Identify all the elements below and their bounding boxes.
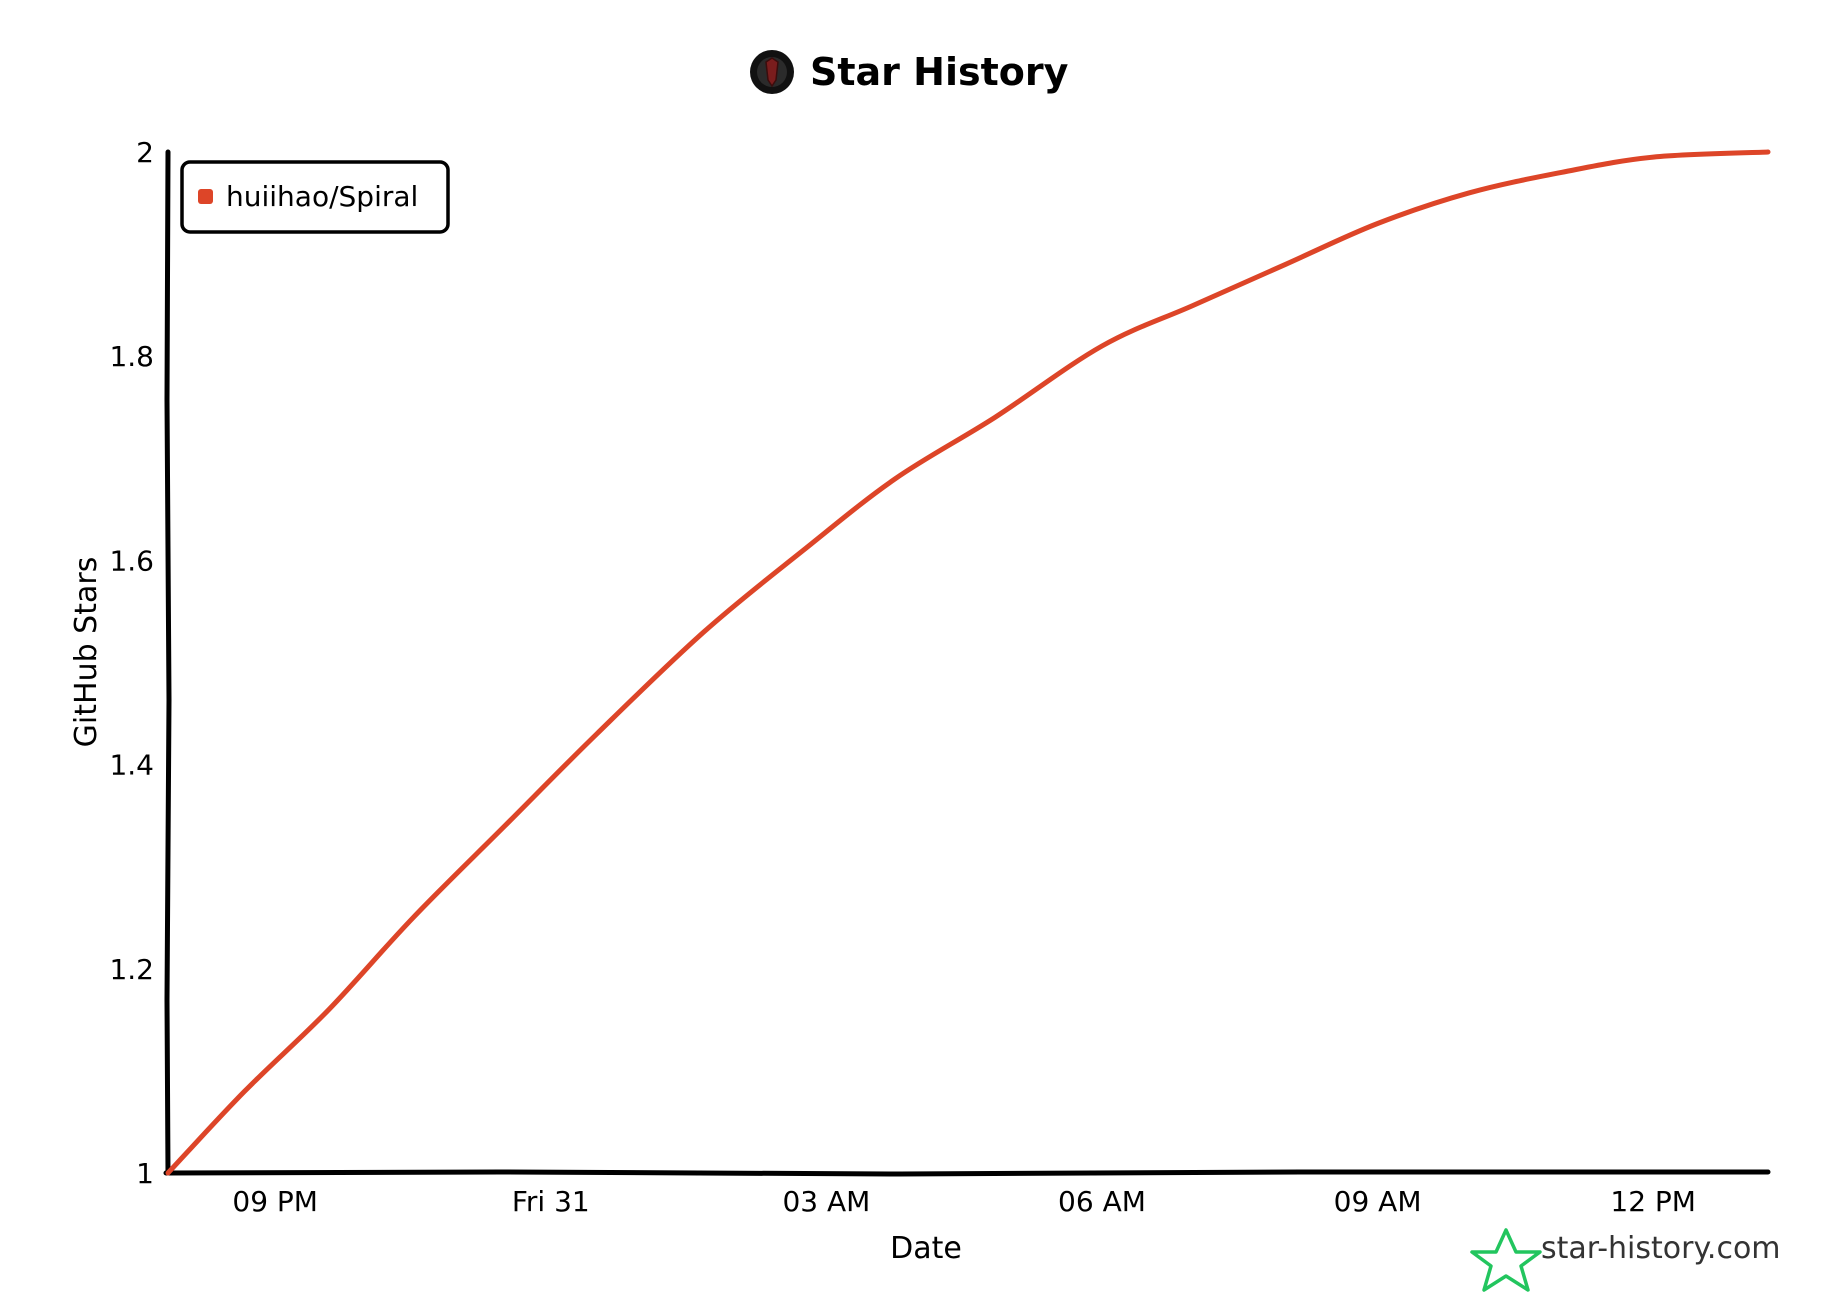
x-axis-line xyxy=(163,1169,1771,1177)
x-tick-label: 12 PM xyxy=(1610,1185,1696,1218)
legend-box xyxy=(180,160,450,234)
axes: 09 PM Fri 31 03 AM 06 AM 09 AM 12 PM 11.21.41… xyxy=(69,136,1771,1266)
y-tick-label: 1.4 xyxy=(109,749,154,782)
x-tick-label: 09 AM xyxy=(1334,1185,1422,1218)
x-axis-title: Date xyxy=(890,1231,962,1266)
y-axis-line xyxy=(164,149,172,1176)
y-tick-label: 1.2 xyxy=(109,953,154,986)
x-tick-label: Fri 31 xyxy=(512,1185,590,1218)
series-layer xyxy=(165,149,1771,1176)
watermark: star-history.com xyxy=(1470,1228,1781,1292)
chart-header: Star History xyxy=(750,50,1069,94)
y-tick-label: 1.6 xyxy=(109,544,154,577)
legend-label: huiihao/Spiral xyxy=(226,180,418,213)
legend-swatch xyxy=(198,189,213,204)
star-outline-icon xyxy=(1470,1228,1542,1292)
x-tick-label: 03 AM xyxy=(782,1185,870,1218)
y-tick-label: 1.8 xyxy=(109,340,154,373)
legend: huiihao/Spiral xyxy=(180,160,450,234)
y-tick-label: 2 xyxy=(136,136,154,169)
repo-avatar-icon xyxy=(750,50,794,94)
y-tick-label: 1 xyxy=(136,1157,154,1190)
watermark-text: star-history.com xyxy=(1541,1231,1781,1266)
chart-title: Star History xyxy=(810,50,1069,94)
x-axis-ticks: 09 PM Fri 31 03 AM 06 AM 09 AM 12 PM xyxy=(232,1185,1696,1218)
y-axis-ticks: 1 1.2 1.4 1.6 1.8 2 xyxy=(109,136,154,1190)
series-line xyxy=(165,149,1771,1176)
x-tick-label: 09 PM xyxy=(232,1185,318,1218)
x-tick-label: 06 AM xyxy=(1058,1185,1146,1218)
y-axis-title: GitHub Stars xyxy=(69,557,104,748)
